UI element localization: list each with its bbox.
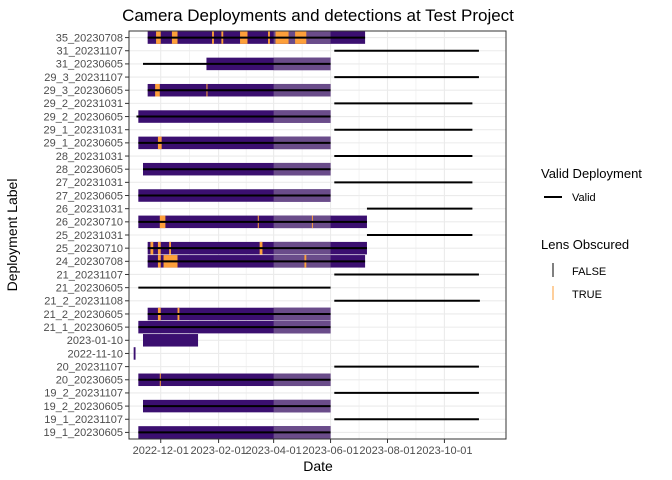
y-axis-label: Deployment Label [4,179,20,292]
x-tick-label: 2023-10-01 [416,445,472,457]
y-tick-label: 21_20230605 [56,282,123,294]
y-tick-label: 26_20231031 [56,203,123,215]
y-tick-label: 19_2_20231107 [44,388,123,400]
x-tick-label: 2023-08-01 [359,445,415,457]
y-tick-label: 27_20231031 [56,177,123,189]
x-axis-label: Date [303,458,333,474]
valid-deployment-lines [136,36,480,434]
y-tick-label: 25_20230710 [56,243,123,255]
y-tick-label: 31_20230605 [56,59,123,71]
y-tick-label: 20_20231107 [57,361,123,373]
y-tick-label: 29_2_20230605 [43,111,123,123]
y-tick-label: 35_20230708 [56,32,123,44]
legend-valid-deployment: Valid Deployment Valid [541,166,642,204]
y-tick-label: 26_20230710 [56,217,123,229]
legend-lens-title: Lens Obscured [541,237,629,252]
deployment-bars [133,31,367,439]
y-tick-label: 21_2_20231108 [44,296,123,308]
y-tick-label: 24_20230708 [56,256,123,268]
y-tick-label: 21_1_20230605 [43,322,123,334]
y-tick-label: 31_20231107 [57,46,123,58]
y-tick-label: 2023-01-10 [67,335,123,347]
y-tick-label: 21_20231107 [57,269,123,281]
legend-valid-label: Valid [572,192,596,204]
y-tick-label: 29_1_20231031 [43,125,123,137]
y-tick-label: 2022-11-10 [68,348,123,360]
y-tick-label: 29_1_20230605 [43,138,123,150]
x-tick-label: 2022-12-01 [133,445,189,457]
x-tick-label: 2023-02-01 [190,445,246,457]
legend-valid-title: Valid Deployment [541,166,642,181]
legend-lens-obscured: Lens Obscured FALSE TRUE [541,237,629,301]
deployment-bar [142,334,199,347]
x-tick-label: 2023-06-01 [302,445,358,457]
y-tick-label: 20_20230605 [56,375,123,387]
y-tick-label: 29_3_20230605 [43,85,123,97]
y-tick-label: 19_2_20230605 [43,401,123,413]
y-tick-label: 21_2_20230605 [43,309,123,321]
y-tick-label: 28_20230605 [56,164,123,176]
y-tick-label: 29_3_20231107 [44,72,123,84]
y-tick-label: 29_2_20231031 [43,98,123,110]
y-tick-label: 19_1_20230605 [43,427,123,439]
chart-title: Camera Deployments and detections at Tes… [122,6,514,25]
y-axis-ticks: 19_1_2023060519_1_2023110719_2_202306051… [43,32,129,439]
deployment-bar [133,347,136,360]
y-tick-label: 25_20231031 [56,230,123,242]
y-tick-label: 27_20230605 [56,190,123,202]
x-tick-label: 2023-04-01 [246,445,302,457]
legend-false-label: FALSE [572,266,606,278]
y-tick-label: 28_20231031 [56,151,123,163]
legend-true-label: TRUE [572,289,602,301]
y-tick-label: 19_1_20231107 [44,414,123,426]
